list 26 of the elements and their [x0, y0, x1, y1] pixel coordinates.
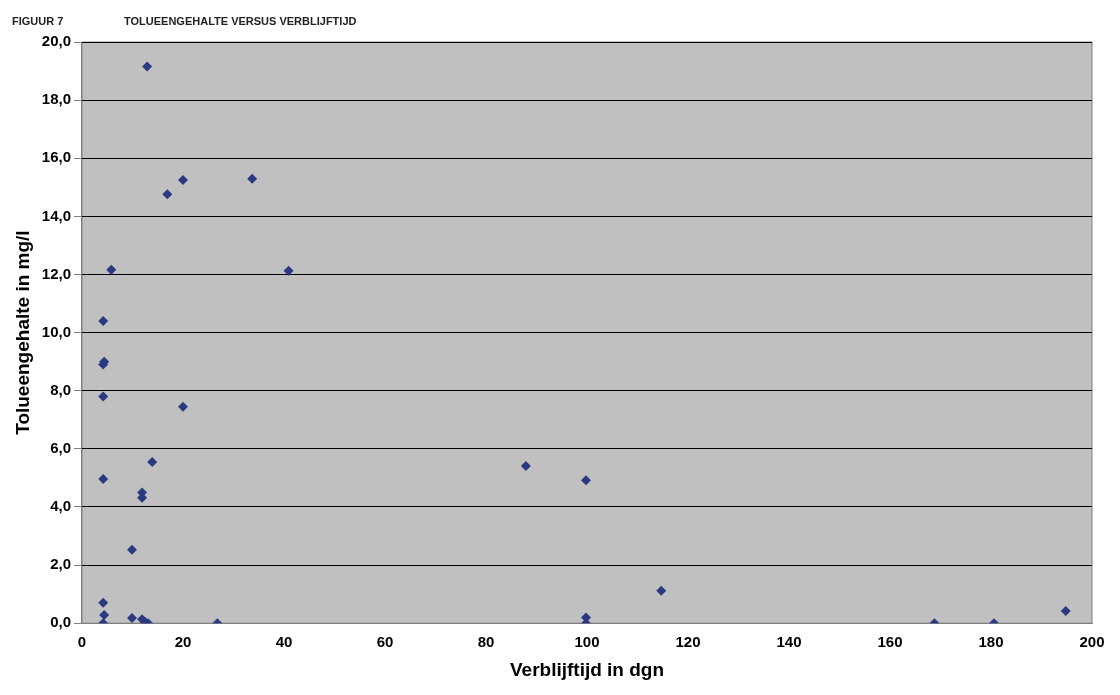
x-tick-label: 0: [77, 633, 87, 651]
x-tick-label: 20: [174, 633, 192, 651]
text: FIGUUR 7: [12, 15, 64, 28]
x-tick-label: 60: [376, 633, 394, 651]
x-tick-label: 40: [275, 633, 293, 651]
y-tick-label: 4,0: [50, 497, 71, 515]
x-tick-label: 180: [978, 633, 1004, 651]
y-tick-label: 6,0: [50, 438, 71, 456]
y-tick-label: 18,0: [41, 90, 71, 108]
x-tick-label: 100: [574, 633, 600, 651]
y-tick-label: 20,0: [41, 32, 71, 50]
y-tick-label: 0,0: [50, 613, 71, 631]
y-axis-title: Tolueengehalte in mg/l: [11, 230, 33, 435]
x-axis-title: Verblijftijd in dgn: [509, 658, 665, 680]
x-tick-label: 200: [1079, 633, 1105, 651]
y-tick-label: 8,0: [50, 380, 71, 398]
y-tick-label: 10,0: [41, 322, 71, 340]
y-tick-label: 12,0: [41, 264, 71, 282]
y-tick-label: 16,0: [41, 148, 71, 166]
x-tick-label: 120: [675, 633, 701, 651]
chart-title: TOLUEENGEHALTE VERSUS VERBLIJFTIJD: [124, 15, 357, 28]
x-tick-label: 140: [776, 633, 802, 651]
x-tick-label: 80: [477, 633, 495, 651]
y-tick-label: 2,0: [50, 555, 71, 573]
y-tick-label: 14,0: [41, 206, 71, 224]
x-tick-label: 160: [877, 633, 903, 651]
